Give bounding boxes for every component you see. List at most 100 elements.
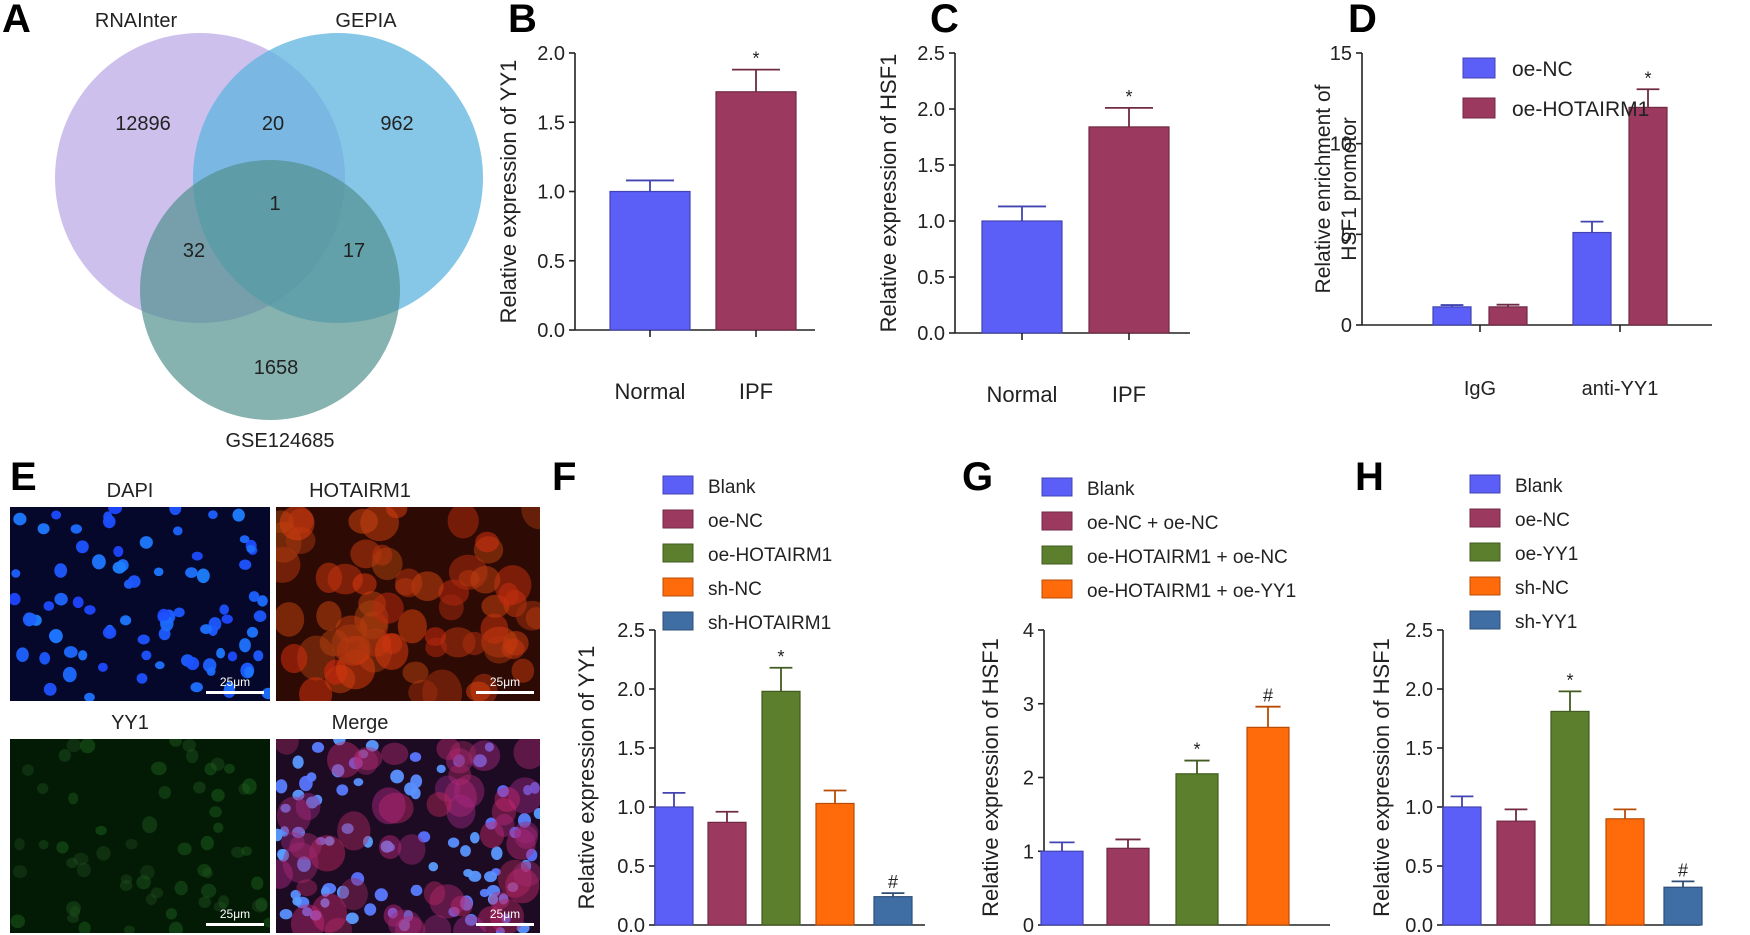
cell xyxy=(515,600,540,631)
cell xyxy=(72,596,84,609)
cell xyxy=(436,764,446,774)
cell xyxy=(292,789,305,801)
bar xyxy=(1088,126,1170,334)
cell xyxy=(339,878,368,911)
cell xyxy=(454,774,485,808)
cell xyxy=(395,578,416,596)
cell xyxy=(494,813,515,837)
cell xyxy=(78,650,88,661)
legend-swatch xyxy=(1469,474,1501,494)
panel-letter-c: C xyxy=(930,0,959,41)
cell xyxy=(279,507,315,541)
cell xyxy=(470,832,480,844)
bar xyxy=(707,821,747,926)
cell xyxy=(202,867,213,879)
cell xyxy=(480,821,505,849)
cell xyxy=(255,897,268,912)
x-tick-label: anti-YY1 xyxy=(1582,378,1659,400)
cell xyxy=(282,842,319,884)
cell xyxy=(22,764,34,776)
bar xyxy=(981,220,1063,334)
cell xyxy=(186,749,199,764)
yy1-image: 25μm xyxy=(10,739,270,933)
legend-swatch xyxy=(662,475,694,495)
bar xyxy=(815,802,855,926)
cell xyxy=(261,687,270,700)
cell xyxy=(58,749,71,762)
cell xyxy=(381,742,409,765)
cell xyxy=(63,646,78,658)
cell xyxy=(221,614,233,624)
cell xyxy=(95,825,107,836)
chart-h: 0.0 0.5 1.0 1.5 2.0 2.5 Relative expression of… xyxy=(1369,474,1703,935)
cell xyxy=(239,638,251,653)
cell xyxy=(182,739,196,752)
legend-label: Blank xyxy=(1087,479,1135,500)
cell xyxy=(518,813,531,828)
cell xyxy=(374,888,388,902)
photo-title-hotairm1: HOTAIRM1 xyxy=(309,480,411,502)
cell xyxy=(397,609,427,644)
scale-bar xyxy=(206,923,264,926)
bar xyxy=(1663,886,1703,926)
bar xyxy=(609,190,691,331)
legend-swatch xyxy=(1469,576,1501,596)
cell xyxy=(206,666,216,676)
cell xyxy=(177,842,192,856)
y-tick-label: 0 xyxy=(1023,915,1034,935)
legend-label: Blank xyxy=(1515,476,1563,497)
y-tick-label: 0.5 xyxy=(537,251,565,273)
cell xyxy=(479,888,490,898)
cell xyxy=(76,862,91,878)
y-tick-label: 0.0 xyxy=(617,915,645,935)
legend-swatch xyxy=(1469,610,1501,630)
cell xyxy=(76,540,89,554)
cell xyxy=(257,595,268,607)
cell xyxy=(331,764,345,778)
cell xyxy=(311,893,347,933)
legend-label: oe-HOTAIRM1 + oe-NC xyxy=(1087,547,1288,568)
cell xyxy=(383,904,404,927)
cell xyxy=(506,828,536,860)
cell xyxy=(348,757,363,770)
cell xyxy=(462,631,487,656)
y-tick-label: 2.5 xyxy=(917,43,945,65)
legend-label: oe-HOTAIRM1 xyxy=(708,545,832,566)
cell xyxy=(200,624,213,635)
cell xyxy=(378,835,402,860)
bar xyxy=(654,806,694,926)
cell xyxy=(489,891,510,910)
cell xyxy=(248,591,260,602)
cell xyxy=(363,835,373,848)
cell xyxy=(327,741,362,778)
x-tick-label: IgG xyxy=(1464,378,1496,400)
venn-circle-gse124685 xyxy=(140,160,400,420)
cell xyxy=(103,515,116,529)
cell xyxy=(487,893,499,905)
venn-label-rnainter: RNAInter xyxy=(95,10,178,32)
cell xyxy=(276,602,305,637)
cell xyxy=(521,507,540,530)
cell xyxy=(191,551,203,561)
photo-title-yy1: YY1 xyxy=(111,712,149,734)
cell xyxy=(136,875,151,890)
cell xyxy=(446,794,476,829)
bar xyxy=(1550,710,1590,926)
cell-texture xyxy=(276,507,540,701)
bar xyxy=(715,91,797,331)
cell xyxy=(210,757,225,771)
cell xyxy=(447,507,479,539)
y-axis-label-line-2: HSF1 promotor xyxy=(1338,117,1361,261)
cell xyxy=(324,917,353,933)
cell xyxy=(324,836,335,846)
cell xyxy=(372,592,404,624)
cell xyxy=(80,739,96,754)
cell xyxy=(67,913,80,924)
y-tick-label: 1.5 xyxy=(1405,738,1433,760)
legend-label: oe-NC xyxy=(1515,510,1570,531)
y-tick-label: 1 xyxy=(1023,841,1034,863)
cell xyxy=(460,895,474,911)
cell xyxy=(66,901,81,916)
cell xyxy=(505,867,540,904)
